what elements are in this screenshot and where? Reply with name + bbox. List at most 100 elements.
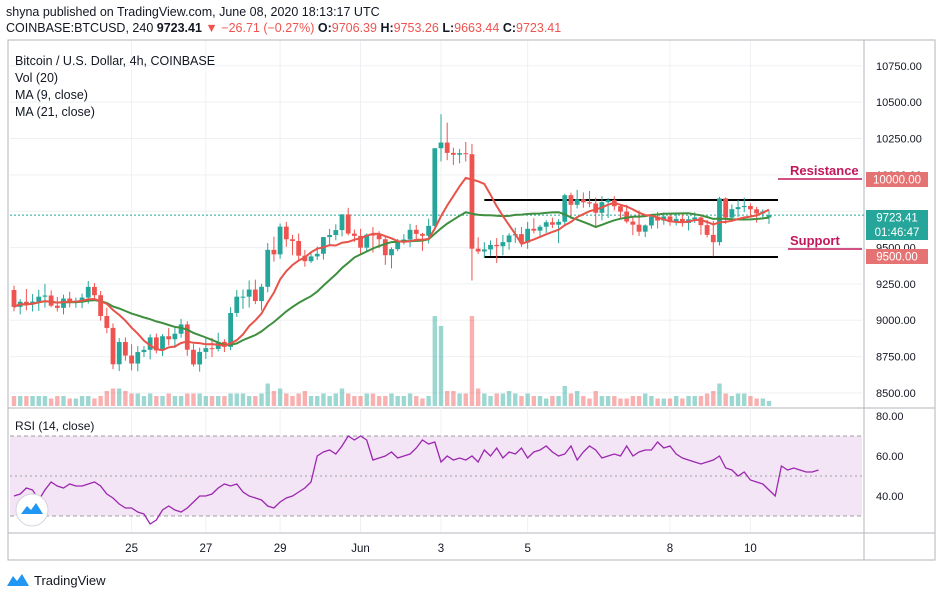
volume-bar: [209, 396, 215, 406]
volume-bar: [339, 388, 345, 406]
close-label: C:: [502, 21, 517, 35]
rsi-tick-label: 80.00: [876, 411, 904, 423]
candle-body: [723, 198, 729, 218]
candle-body: [574, 199, 580, 205]
chart-title: Bitcoin / U.S. Dollar, 4h, COINBASE: [15, 54, 215, 68]
candle-body: [364, 234, 370, 248]
volume-bar: [333, 393, 339, 406]
candle-body: [54, 305, 60, 308]
candle-body: [252, 289, 258, 302]
candle-body: [692, 217, 698, 220]
volume-bar: [407, 393, 413, 406]
volume-bar: [748, 396, 753, 406]
candle-body: [61, 298, 66, 308]
tradingview-footer[interactable]: TradingView: [6, 570, 106, 590]
rsi-line: [13, 435, 819, 525]
tradingview-logo-icon: [7, 574, 29, 586]
candle-body: [531, 228, 537, 231]
volume-bar: [643, 393, 648, 406]
candle-body: [494, 244, 500, 247]
candle-body: [605, 200, 611, 203]
volume-bar: [698, 396, 704, 406]
candle-body: [618, 206, 623, 212]
price-tick-label: 10500.00: [876, 97, 922, 109]
volume-bar: [661, 398, 666, 406]
volume-bar: [457, 393, 462, 406]
candle-body: [457, 153, 462, 155]
candle-body: [741, 205, 747, 208]
volume-bar: [717, 383, 722, 406]
volume-bar: [463, 393, 468, 406]
candle-body: [463, 153, 469, 155]
candle-body: [649, 216, 654, 226]
volume-bar: [414, 396, 419, 406]
high-value: 9753.26: [393, 21, 439, 35]
candle-body: [519, 234, 524, 243]
volume-bar: [500, 393, 506, 406]
candle-body: [382, 239, 388, 256]
candle-body: [98, 295, 104, 317]
candle-body: [729, 209, 735, 218]
badge-countdown-text: 01:46:47: [875, 227, 920, 239]
candle-body: [537, 226, 543, 231]
volume-bar: [383, 396, 388, 406]
badge-resistance-text: 10000.00: [873, 175, 921, 187]
volume-bar: [711, 391, 716, 406]
volume-bar: [519, 396, 524, 406]
volume-bar: [475, 388, 481, 406]
candle-body: [129, 355, 134, 364]
volume-bar: [544, 398, 549, 406]
open-value: 9706.39: [331, 21, 377, 35]
candle-body: [184, 324, 190, 350]
volume-bar: [135, 393, 140, 406]
volume-bar: [704, 393, 710, 406]
down-arrow-icon: ▼: [205, 21, 218, 35]
candle-body: [370, 234, 376, 236]
volume-bar: [30, 396, 35, 406]
volume-bar: [438, 326, 444, 406]
candle-body: [92, 286, 97, 296]
volume-bar: [321, 393, 326, 406]
volume-bar: [482, 393, 487, 406]
candle-body: [475, 248, 481, 252]
volume-bar: [98, 396, 103, 406]
volume-bar: [327, 396, 332, 406]
candle-body: [85, 286, 91, 298]
volume-bar: [550, 396, 555, 406]
volume-bar: [729, 396, 735, 406]
volume-bar: [364, 393, 369, 406]
legend-volume: Vol (20): [15, 71, 58, 85]
candle-body: [23, 301, 29, 305]
volume-bar: [766, 401, 772, 406]
rsi-tick-label: 60.00: [876, 451, 904, 463]
candle-body: [525, 228, 531, 243]
candle-body: [42, 295, 48, 297]
candle-body: [376, 234, 382, 240]
volume-bar: [630, 396, 636, 406]
volume-bar: [73, 398, 79, 406]
candle-body: [104, 316, 110, 328]
volume-bar: [432, 316, 438, 406]
volume-bar: [42, 396, 48, 406]
candle-body: [308, 256, 314, 262]
volume-bar: [154, 396, 159, 406]
volume-bar: [129, 393, 134, 406]
candle-body: [556, 221, 561, 225]
candle-body: [135, 352, 141, 364]
support-annotation: Support: [790, 233, 840, 248]
badge-support: 9500.00: [866, 249, 928, 264]
volume-bar: [358, 396, 363, 406]
volume-bar: [444, 391, 450, 406]
volume-bar: [117, 388, 122, 406]
volume-bar: [451, 391, 456, 406]
candle-body: [488, 244, 493, 250]
volume-bar: [240, 393, 246, 406]
candle-body: [500, 242, 506, 247]
candle-body: [469, 154, 475, 249]
price-tick-label: 8750.00: [876, 352, 916, 364]
volume-bar: [376, 396, 382, 406]
candle-body: [710, 234, 716, 243]
last-price: 9723.41: [156, 21, 202, 35]
volume-bar: [92, 398, 97, 406]
